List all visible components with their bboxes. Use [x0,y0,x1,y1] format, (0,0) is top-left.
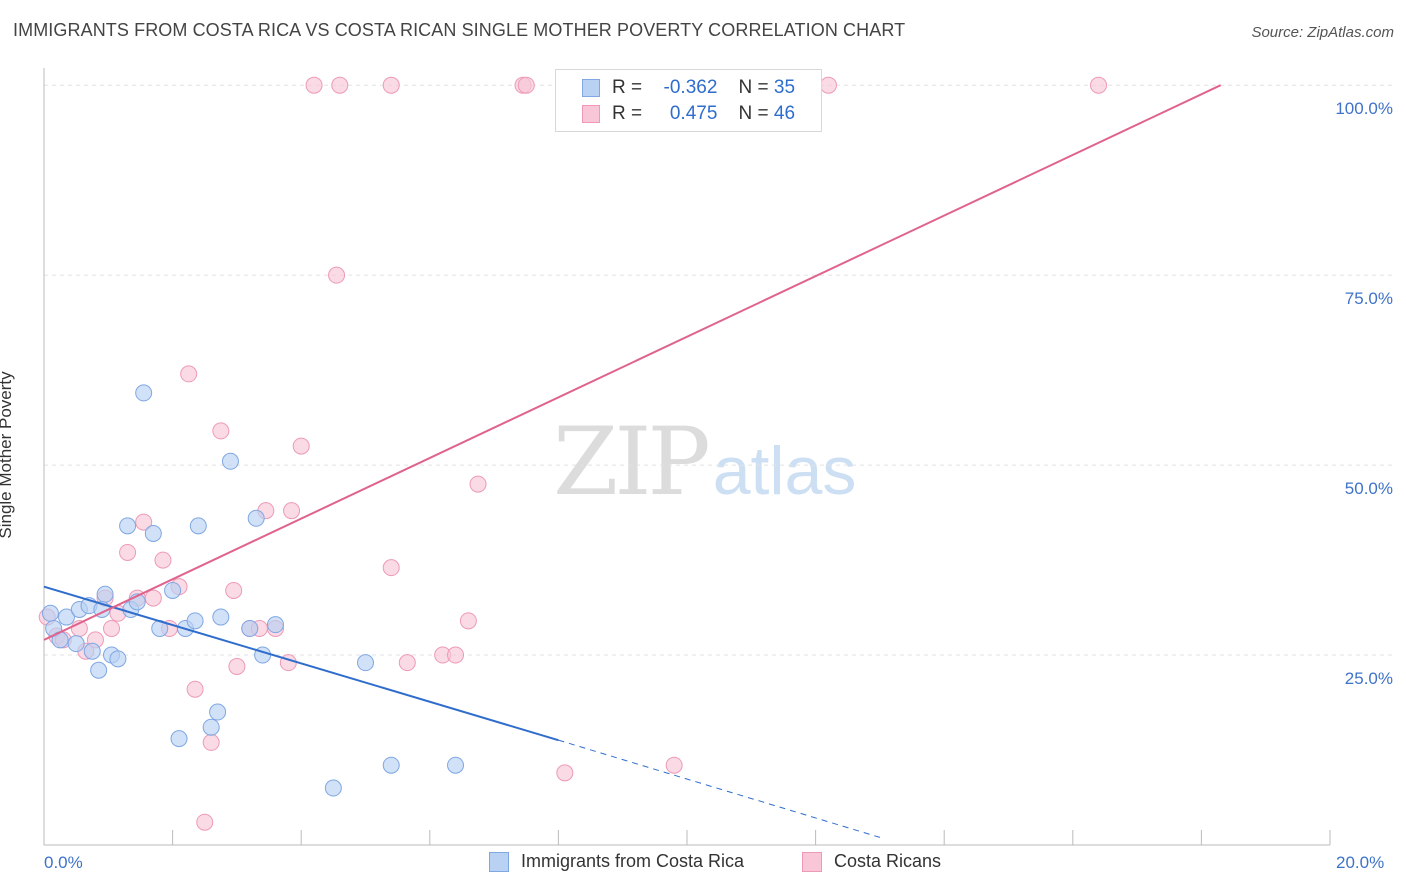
immigrants-point [109,650,127,668]
y-tick-label: 50.0% [1344,479,1393,499]
immigrants-point [447,756,465,774]
immigrants-point [135,384,153,402]
costa-ricans-point [180,365,198,383]
costa-ricans-point [119,543,137,561]
legend-row-blue: R = -0.362 N = 35 [582,75,795,101]
costa-ricans-point [292,437,310,455]
immigrants-point [221,452,239,470]
watermark-atlas: atlas [712,433,857,509]
immigrants-point [83,642,101,660]
grid-lines [44,84,1394,656]
immigrants-point [144,524,162,542]
costa-ricans-point [1090,76,1108,94]
immigrants-point [67,635,85,653]
immigrants-point [357,654,374,672]
immigrants-point [90,661,108,679]
legend-n-label: N = [738,77,769,98]
costa-ricans-point [135,513,153,531]
immigrants-trend-extension [558,739,881,838]
costa-ricans-point [154,551,172,569]
costa-ricans-point [144,589,162,607]
costa-ricans-point [331,76,349,94]
immigrants-point [382,756,400,774]
legend-n-label: N = [738,103,769,124]
immigrants-point [202,718,220,736]
costa-ricans-point [305,76,323,94]
series-legend-immigrants: Immigrants from Costa Rica [489,851,744,872]
immigrants-point [247,509,265,527]
costa-ricans-trend-line [43,84,1222,641]
immigrants-trend-line [43,585,559,742]
immigrants-point [41,604,59,622]
axes [43,68,1331,846]
costa-ricans-point [382,559,400,577]
costa-ricans-point [398,654,416,672]
correlation-legend: R = -0.362 N = 35 R = 0.475 N = 46 [555,69,822,132]
y-tick-label: 25.0% [1344,669,1393,689]
watermark-zip: ZIP [553,408,711,517]
costa-ricans-point [225,581,243,599]
costa-ricans-point [202,733,220,751]
costa-ricans-point [665,756,683,774]
y-tick-label: 100.0% [1335,99,1393,119]
costa-ricans-point [459,612,477,630]
series-swatch-blue [489,851,509,872]
immigrants-point [58,608,76,626]
x-tick-left: 0.0% [44,853,83,872]
costa-ricans-point [447,646,465,664]
costa-ricans-point [819,76,837,94]
legend-row-pink: R = 0.475 N = 46 [582,101,795,127]
series-label-costa-ricans: Costa Ricans [834,851,942,871]
immigrants-point [266,616,284,634]
immigrants-point [212,608,230,626]
legend-r-label: R = [612,77,643,98]
costa-ricans-point [212,422,230,440]
costa-ricans-point [103,619,121,637]
immigrants-point [189,517,207,535]
costa-ricans-point [328,266,346,284]
costa-ricans-point [196,813,214,831]
y-tick-label: 75.0% [1344,289,1393,309]
immigrants-point [186,612,204,630]
immigrants-point [209,703,227,721]
trend-lines [43,84,1222,838]
series-legend-costa-ricans: Costa Ricans [802,851,941,872]
legend-r-value: 0.475 [669,103,718,124]
source-label: Source: ZipAtlas.com [1251,24,1394,41]
immigrants-point [324,779,342,797]
costa-ricans-point [517,76,535,94]
legend-n-value: 46 [773,103,796,124]
immigrants-point [164,581,182,599]
costa-ricans-point [186,680,204,698]
immigrants-point [119,517,137,535]
series-swatch-pink [802,851,822,872]
immigrants-point [170,730,188,748]
costa-ricans-point [469,475,487,493]
legend-swatch-blue [582,79,600,97]
costa-ricans-point [228,657,246,675]
costa-ricans-point [283,502,301,520]
costa-ricans-point [382,76,400,94]
immigrants-point [241,619,259,637]
costa-ricans-point [556,764,574,782]
immigrants-point [96,585,114,603]
legend-r-value: -0.362 [663,77,718,98]
chart-title: IMMIGRANTS FROM COSTA RICA VS COSTA RICA… [13,20,906,40]
series-label-immigrants: Immigrants from Costa Rica [521,851,745,871]
legend-r-label: R = [612,103,643,124]
legend-n-value: 35 [773,77,796,98]
immigrants-points [41,384,465,797]
watermark: ZIPatlas [553,408,856,517]
x-tick-right: 20.0% [1336,853,1385,872]
legend-swatch-pink [582,105,600,123]
costa-ricans-points [38,76,1108,831]
